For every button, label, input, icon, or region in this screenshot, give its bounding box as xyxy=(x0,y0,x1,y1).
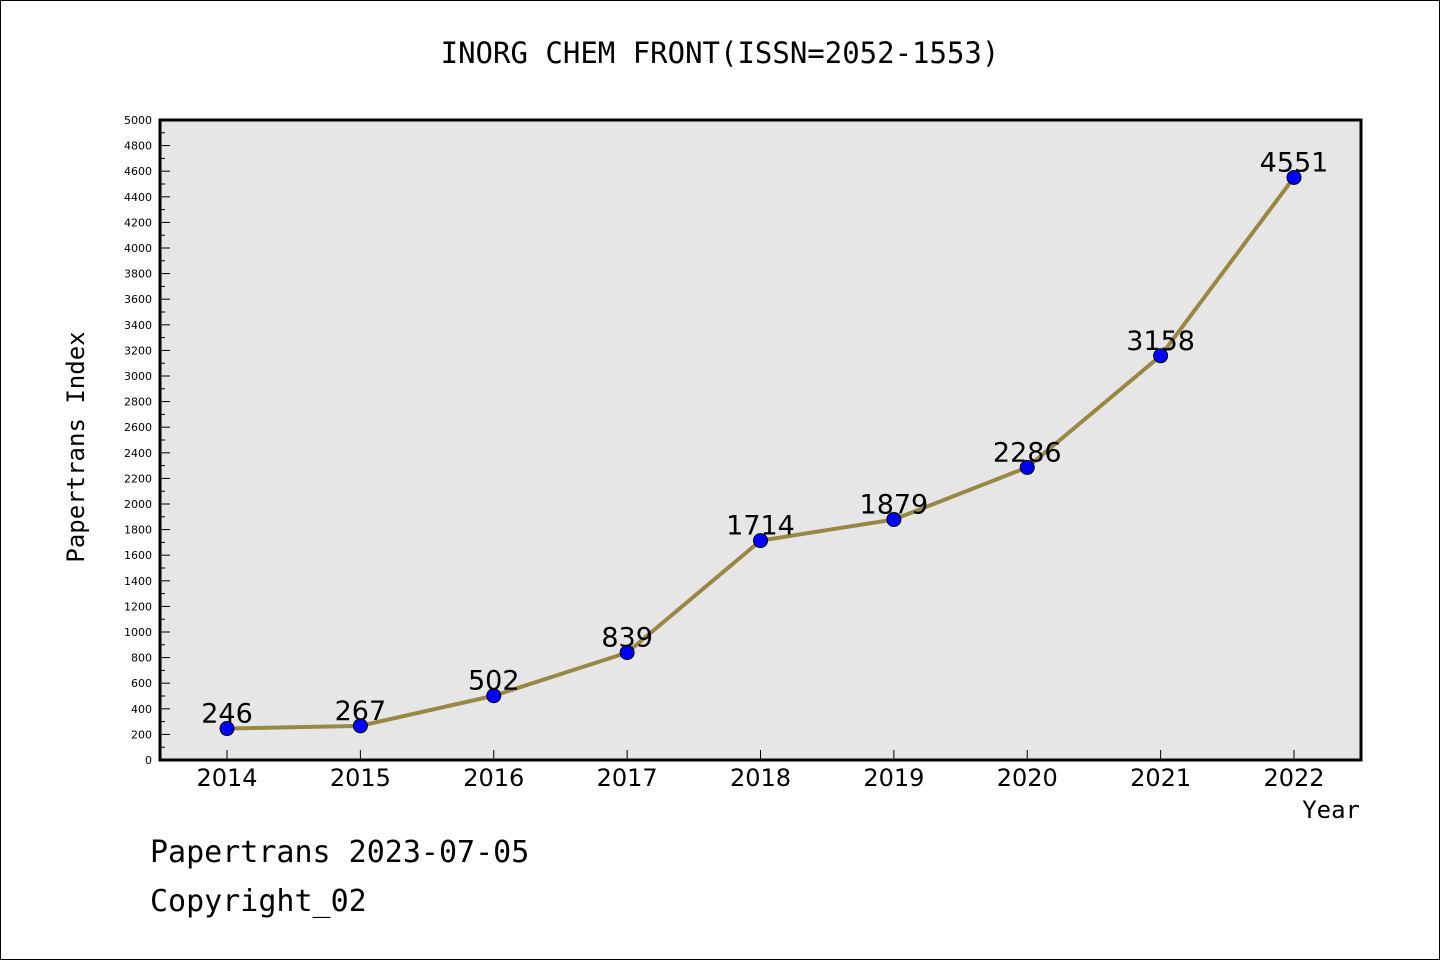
data-point xyxy=(1019,459,1035,475)
y-tick-label: 1800 xyxy=(124,524,152,537)
data-label: 246 xyxy=(201,699,253,730)
y-tick-label: 1600 xyxy=(124,549,152,562)
y-tick-label: 2400 xyxy=(124,447,152,460)
y-tick-label: 3600 xyxy=(124,293,152,306)
y-tick-label: 3200 xyxy=(124,344,152,357)
y-tick-label: 0 xyxy=(145,754,152,767)
data-label: 2286 xyxy=(993,437,1062,468)
x-tick-label: 2019 xyxy=(863,764,924,792)
data-label: 3158 xyxy=(1126,326,1195,357)
y-tick-label: 200 xyxy=(131,728,152,741)
data-label: 502 xyxy=(468,666,520,697)
y-tick-label: 2000 xyxy=(124,498,152,511)
data-point xyxy=(753,533,768,549)
x-tick-label: 2016 xyxy=(463,764,524,792)
series-group: 246 267 502 839 1714 1879 2286 3158 4551 xyxy=(201,147,1329,737)
x-tick-label: 2014 xyxy=(196,764,257,792)
x-axis-label: Year xyxy=(1302,796,1360,824)
data-point xyxy=(1286,169,1302,185)
x-tick-label: 2021 xyxy=(1130,764,1191,792)
data-label: 4551 xyxy=(1260,147,1329,178)
data-point xyxy=(1153,348,1169,364)
y-tick-label: 2800 xyxy=(124,396,152,409)
y-tick-label: 3800 xyxy=(124,268,152,281)
x-tick-label: 2015 xyxy=(330,764,391,792)
y-tick-label: 2200 xyxy=(124,472,152,485)
data-point xyxy=(352,718,368,734)
data-point xyxy=(486,688,502,704)
chart-title: INORG CHEM FRONT(ISSN=2052-1553) xyxy=(440,36,1000,70)
y-tick-label: 1000 xyxy=(124,626,152,639)
data-label: 267 xyxy=(335,696,387,727)
axis-ticks: 0 200 400 600 800 1000 1200 1400 1600 1800 2000 220… xyxy=(124,114,1325,792)
data-label: 1879 xyxy=(860,489,929,520)
footer-copyright: Copyright_02 xyxy=(150,884,367,919)
y-tick-label: 2600 xyxy=(124,421,152,434)
y-tick-label: 600 xyxy=(131,677,152,690)
data-point xyxy=(619,645,635,661)
y-tick-label: 800 xyxy=(131,652,152,665)
data-point xyxy=(886,511,902,527)
plot-frame xyxy=(158,118,1363,762)
y-tick-label: 4000 xyxy=(124,242,152,255)
y-tick-label: 3400 xyxy=(124,319,152,332)
y-tick-label: 4400 xyxy=(124,191,152,204)
y-tick-label: 4200 xyxy=(124,216,152,229)
y-tick-label: 1200 xyxy=(124,600,152,613)
y-tick-label: 5000 xyxy=(124,114,152,127)
data-point xyxy=(219,721,235,737)
x-tick-label: 2020 xyxy=(997,764,1058,792)
y-tick-label: 1400 xyxy=(124,575,152,588)
x-tick-label: 2018 xyxy=(730,764,791,792)
y-tick-label: 3000 xyxy=(124,370,152,383)
y-tick-label: 4800 xyxy=(124,140,152,153)
x-tick-label: 2017 xyxy=(597,764,658,792)
data-label: 1714 xyxy=(726,511,795,542)
footer-date: Papertrans 2023-07-05 xyxy=(150,835,530,870)
y-tick-label: 400 xyxy=(131,703,152,716)
y-tick-label: 4600 xyxy=(124,165,152,178)
x-tick-label: 2022 xyxy=(1263,764,1324,792)
plot-area xyxy=(160,120,1361,760)
data-label: 839 xyxy=(601,623,653,654)
